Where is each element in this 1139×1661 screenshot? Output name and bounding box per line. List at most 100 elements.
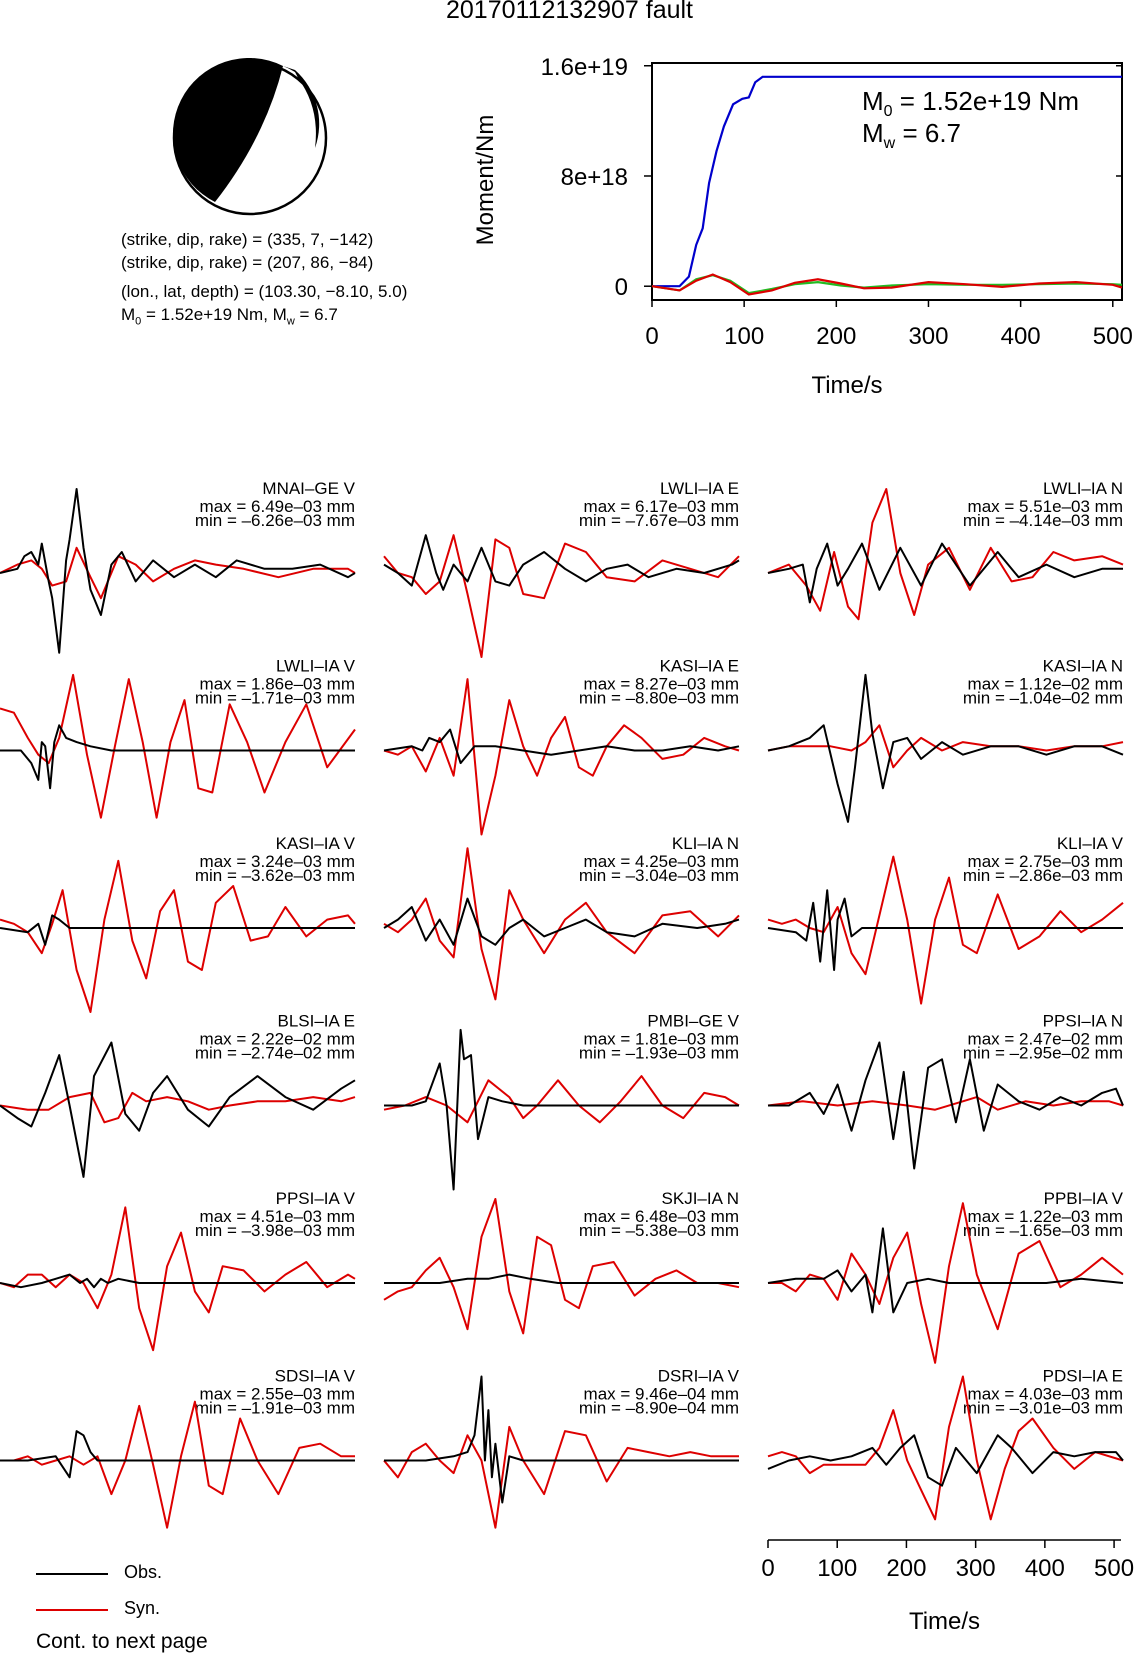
mw-annotation: Mw = 6.7 (862, 118, 961, 152)
station-label: SDSI–IA V (275, 1367, 356, 1386)
station-label: MNAI–GE V (262, 479, 355, 498)
moment-info: M0 = 1.52e+19 Nm, Mw = 6.7 (121, 305, 338, 328)
syn-trace (383, 678, 740, 836)
station-label: LWLI–IA N (1043, 479, 1123, 498)
station-max: max = 5.51e–03 mm (968, 497, 1123, 516)
obs-trace (767, 1227, 1124, 1314)
y-tick-label: 0 (615, 274, 628, 301)
syn-trace (768, 1202, 1124, 1364)
nodal-plane-1: (strike, dip, rake) = (335, 7, −142) (121, 230, 374, 249)
station-min: min = –1.04e–02 mm (963, 689, 1123, 708)
station-min: min = –6.26e–03 mm (195, 511, 355, 530)
time-tick-label: 100 (817, 1555, 857, 1582)
x-tick-label: 100 (724, 323, 764, 350)
station-max: max = 4.25e–03 mm (584, 852, 739, 871)
y-axis-label: Moment/Nm (472, 115, 499, 246)
station-max: max = 1.22e–03 mm (968, 1207, 1123, 1226)
station-max: max = 1.12e–02 mm (968, 675, 1123, 694)
station-min: min = –3.62e–03 mm (195, 866, 355, 885)
obs-trace (384, 1028, 739, 1191)
legend-obs-swatch (36, 1573, 108, 1575)
station-max: max = 4.51e–03 mm (200, 1207, 355, 1226)
x-tick-label: 300 (908, 323, 948, 350)
obs-trace (767, 673, 1124, 823)
syn-trace (0, 1206, 356, 1352)
station-min: min = –4.14e–03 mm (963, 511, 1123, 530)
station-label: BLSI–IA E (278, 1012, 356, 1031)
syn-trace (0, 1400, 355, 1529)
station-max: max = 9.46e–04 mm (584, 1385, 739, 1404)
syn-trace (383, 1198, 740, 1335)
moment-series-line-2 (651, 273, 1123, 296)
legend-syn-label: Syn. (124, 1598, 161, 1618)
syn-trace (767, 488, 1124, 621)
station-label: LWLI–IA E (660, 479, 739, 498)
obs-trace (768, 1041, 1124, 1170)
obs-trace (0, 1041, 356, 1178)
moment-chart: 0 8e+18 1.6e+19 0 100 200 300 400 500 Time/s Momen… (472, 54, 1133, 399)
station-max: max = 8.27e–03 mm (584, 675, 739, 694)
legend-syn-swatch (36, 1609, 108, 1611)
legend-obs-label: Obs. (124, 1562, 163, 1582)
time-tick-label: 200 (886, 1555, 926, 1582)
legend: Obs. Syn. (36, 1562, 296, 1642)
station-min: min = –2.86e–03 mm (963, 866, 1123, 885)
time-tick-label: 0 (761, 1555, 774, 1582)
x-tick-label: 0 (645, 323, 658, 350)
station-label: LWLI–IA V (276, 657, 356, 676)
station-min: min = –3.04e–03 mm (579, 866, 739, 885)
station-label: KASI–IA V (276, 834, 356, 853)
obs-trace (0, 488, 356, 654)
y-tick-label: 1.6e+19 (541, 54, 628, 81)
hypocenter-info: (lon., lat, depth) = (103.30, −8.10, 5.0… (121, 282, 408, 301)
station-max: max = 1.86e–03 mm (200, 675, 355, 694)
station-label: PMBI–GE V (647, 1012, 739, 1031)
mechanism-info: (strike, dip, rake) = (335, 7, −142) (st… (121, 228, 407, 333)
obs-trace (0, 724, 355, 790)
station-label: KLI–IA V (1057, 834, 1124, 853)
syn-trace (767, 1375, 1124, 1521)
station-label: PPBI–IA V (1044, 1189, 1124, 1208)
obs-trace (767, 1434, 1124, 1487)
station-max: max = 6.48e–03 mm (584, 1207, 739, 1226)
continuation-note: Cont. to next page (36, 1630, 208, 1653)
syn-trace (383, 1425, 739, 1529)
x-axis-label: Time/s (811, 372, 882, 399)
station-max: max = 2.75e–03 mm (968, 852, 1123, 871)
station-label: KASI–IA N (1043, 657, 1123, 676)
x-tick-label: 500 (1093, 323, 1133, 350)
beachball (172, 58, 328, 216)
m0-annotation: M0 = 1.52e+19 Nm (862, 86, 1079, 120)
station-min: min = –1.71e–03 mm (195, 689, 355, 708)
syn-trace (0, 1091, 356, 1124)
syn-trace (0, 859, 356, 1013)
obs-trace (383, 897, 740, 946)
station-min: min = –8.80e–03 mm (579, 689, 739, 708)
station-label: PDSI–IA E (1043, 1367, 1123, 1386)
station-max: max = 4.03e–03 mm (968, 1385, 1123, 1404)
nodal-plane-2: (strike, dip, rake) = (207, 86, −84) (121, 253, 374, 272)
syn-trace (767, 724, 1124, 769)
station-label: SKJI–IA N (662, 1189, 739, 1208)
obs-trace (0, 1273, 355, 1289)
time-tick-label: 500 (1094, 1555, 1134, 1582)
syn-trace (767, 1096, 1124, 1111)
time-tick-label: 300 (956, 1555, 996, 1582)
syn-trace (383, 847, 740, 1001)
station-min: min = –1.65e–03 mm (963, 1221, 1123, 1240)
syn-trace (383, 1075, 740, 1124)
station-min: min = –8.90e–04 mm (579, 1399, 739, 1418)
station-min: min = –1.93e–03 mm (579, 1044, 739, 1063)
